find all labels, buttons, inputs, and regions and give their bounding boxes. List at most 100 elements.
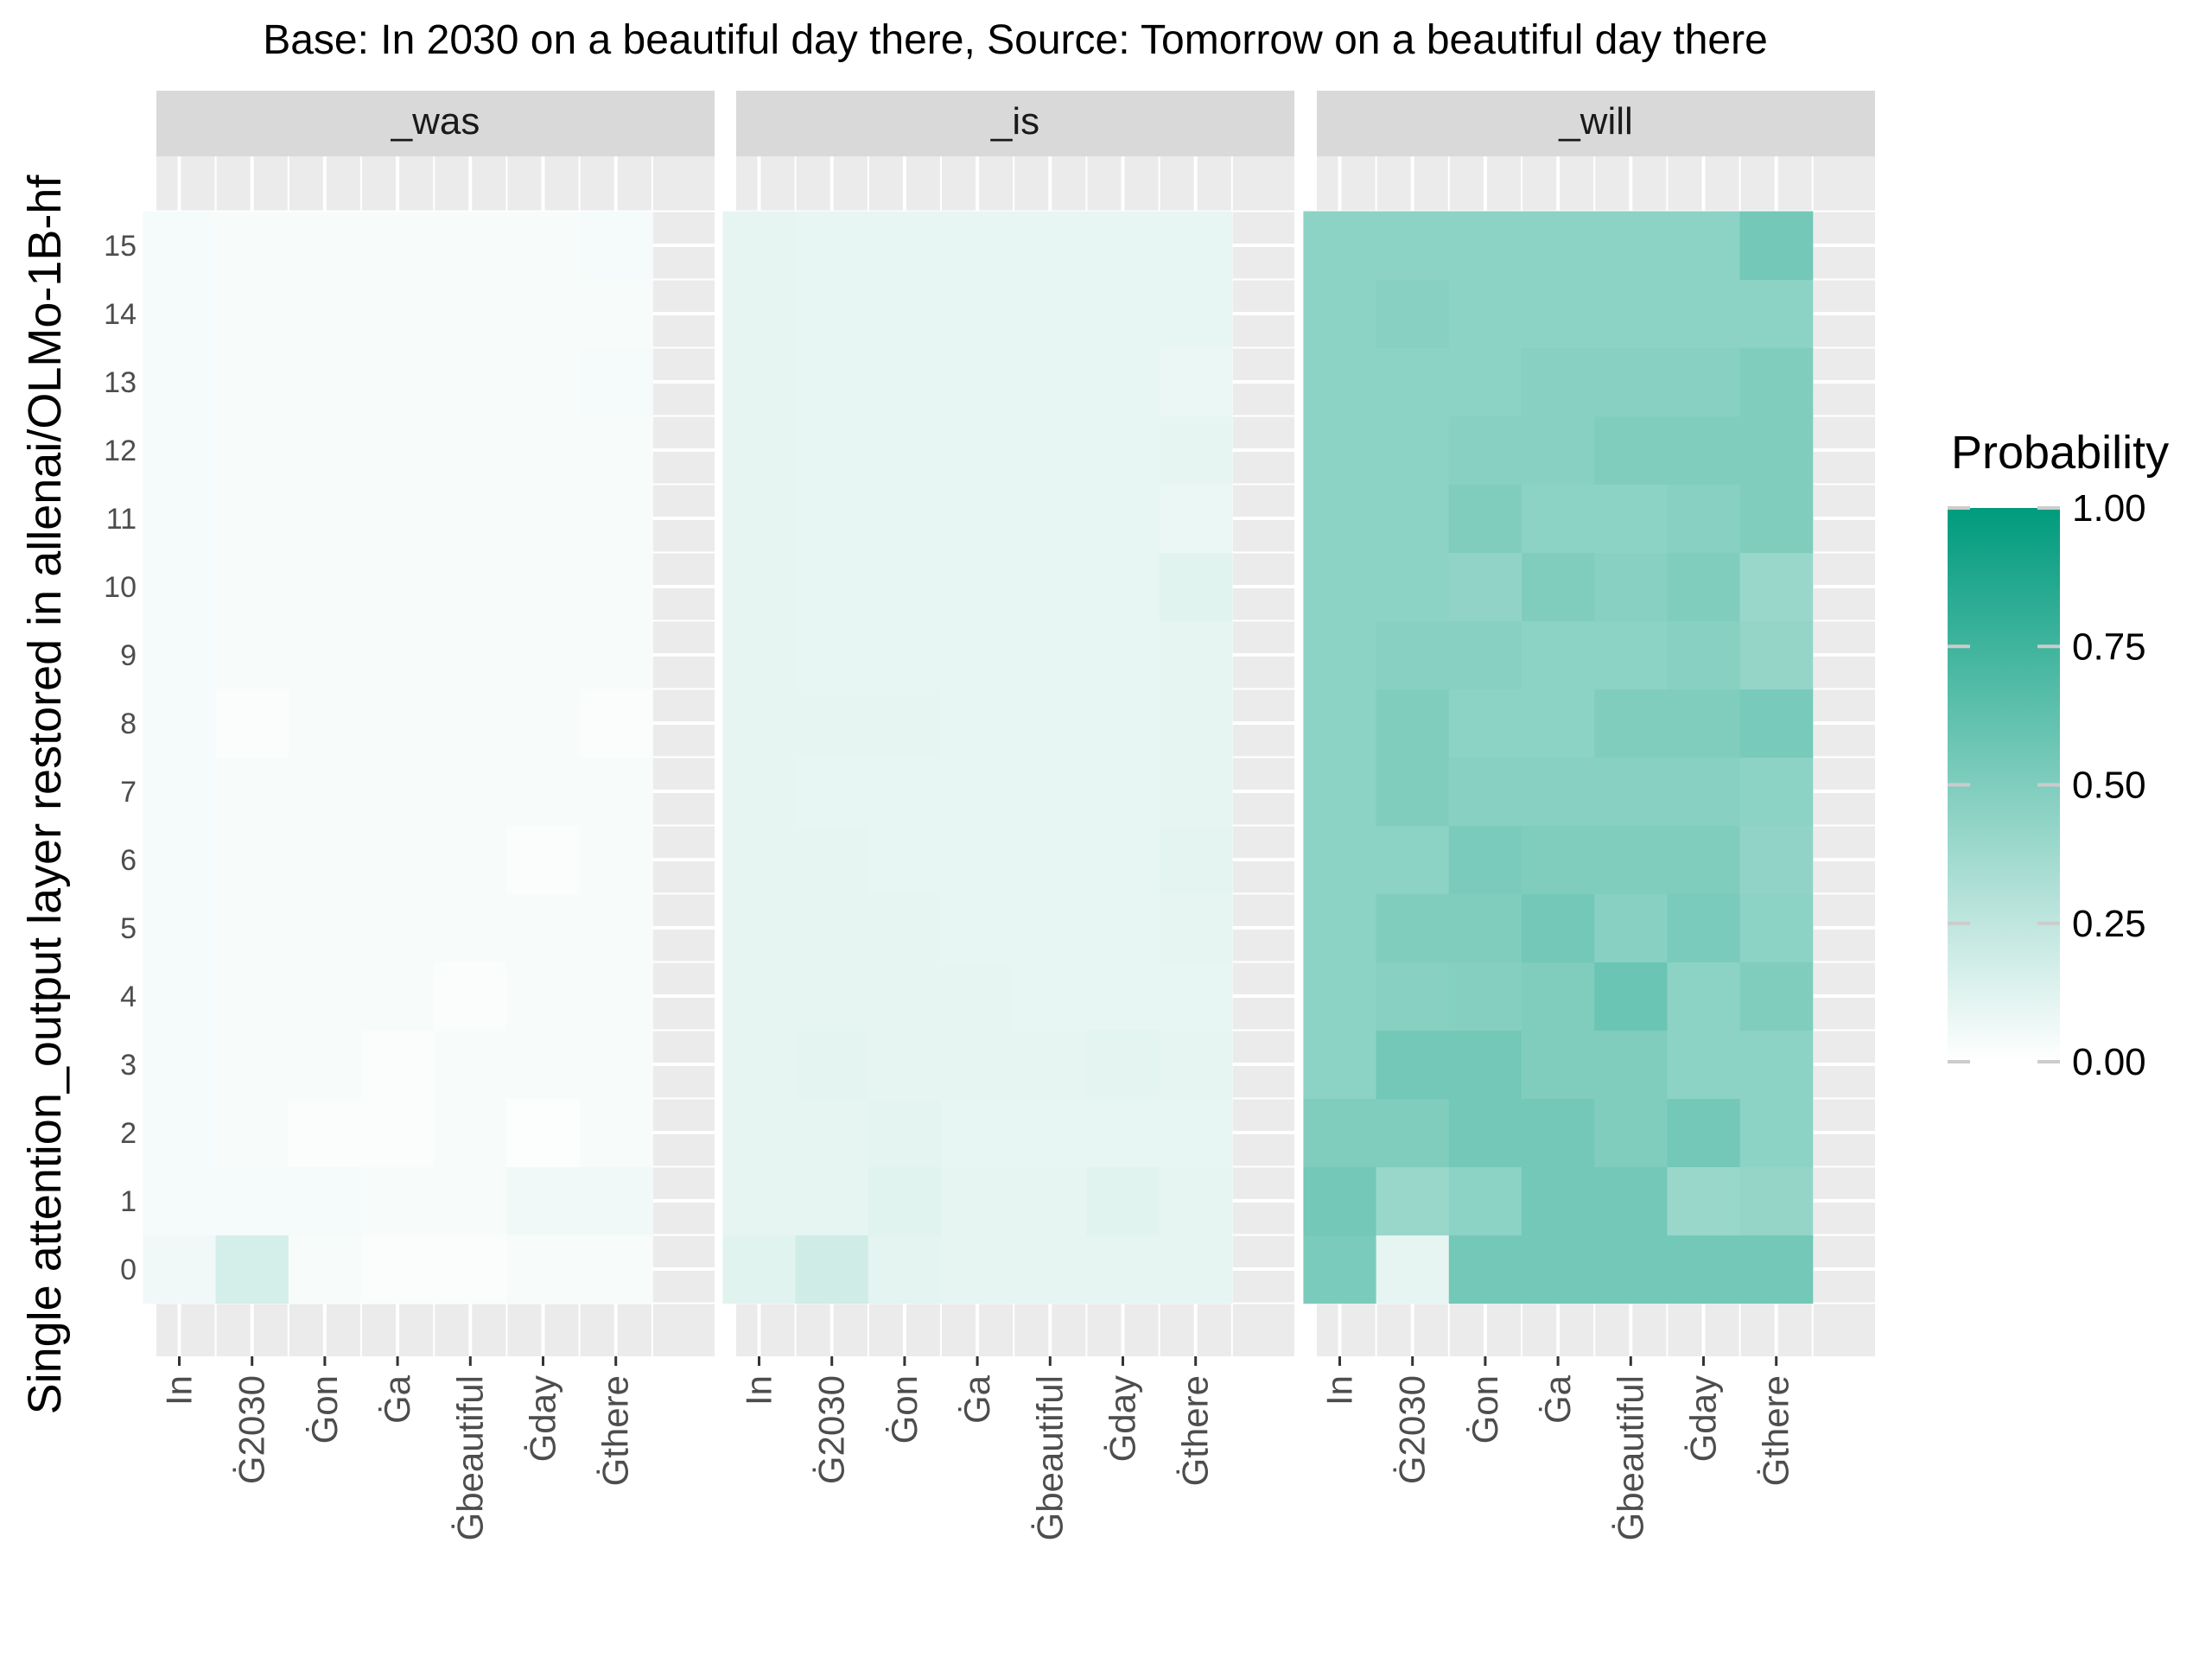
heatmap-cell — [1159, 279, 1233, 349]
heatmap-cell — [143, 552, 217, 622]
heatmap-cell — [1522, 825, 1595, 895]
facet-strip-label: _is — [990, 100, 1039, 143]
x-tick-label: In — [1319, 1375, 1360, 1406]
heatmap-cell — [868, 211, 942, 281]
facet-strip — [156, 91, 715, 156]
heatmap-cell — [288, 757, 362, 827]
heatmap-cell — [1014, 825, 1087, 895]
heatmap-cell — [434, 484, 507, 554]
heatmap-cell — [361, 962, 435, 1031]
heatmap-cell — [722, 825, 797, 895]
heatmap-cell — [1014, 962, 1087, 1031]
heatmap-cell — [868, 279, 942, 349]
heatmap-cell — [722, 552, 797, 622]
heatmap-cell — [722, 279, 797, 349]
heatmap-cell — [1086, 484, 1160, 554]
heatmap-cell — [506, 416, 581, 486]
x-tick-label: Ġday — [1103, 1375, 1143, 1462]
heatmap-cell — [1667, 620, 1741, 690]
heatmap-cell — [1739, 552, 1814, 622]
heatmap-cell — [1448, 279, 1522, 349]
heatmap-cell — [361, 689, 435, 759]
heatmap-cell — [1594, 962, 1668, 1031]
heatmap-cell — [1739, 416, 1814, 486]
heatmap-cell — [1086, 1030, 1160, 1100]
heatmap-cell — [434, 279, 507, 349]
heatmap-cell — [795, 962, 869, 1031]
x-tick-label: Ġbeautiful — [1610, 1375, 1650, 1540]
y-tick-label: 5 — [120, 912, 137, 945]
heatmap-cell — [288, 620, 362, 690]
x-tick-label: In — [159, 1375, 200, 1406]
heatmap-cell — [722, 416, 797, 486]
heatmap-cell — [288, 416, 362, 486]
heatmap-cell — [795, 1098, 869, 1168]
heatmap-cell — [579, 347, 653, 417]
x-tick-label: Ġ2030 — [1392, 1375, 1433, 1484]
heatmap-cell — [579, 416, 653, 486]
heatmap-cell — [1303, 416, 1377, 486]
heatmap-cell — [1086, 1235, 1160, 1304]
heatmap-cell — [1376, 1235, 1450, 1304]
heatmap-cell — [506, 825, 581, 895]
heatmap-cell — [795, 825, 869, 895]
heatmap-cell — [215, 689, 289, 759]
heatmap-cell — [1522, 1166, 1595, 1236]
heatmap-cell — [361, 620, 435, 690]
heatmap-cell — [1448, 893, 1522, 963]
y-axis-title: Single attention_output layer restored i… — [19, 175, 71, 1415]
heatmap-cell — [1739, 1030, 1814, 1100]
heatmap-cell — [288, 689, 362, 759]
x-tick-label: Ġa — [957, 1374, 997, 1424]
heatmap-cell — [941, 416, 1014, 486]
heatmap-cell — [1667, 211, 1741, 281]
heatmap-cell — [1376, 893, 1450, 963]
heatmap-cell — [1448, 689, 1522, 759]
heatmap-cell — [579, 1235, 653, 1304]
heatmap-cell — [868, 1235, 942, 1304]
y-tick-label: 0 — [120, 1254, 137, 1286]
heatmap-cell — [361, 825, 435, 895]
x-tick-label: Ġthere — [1756, 1375, 1796, 1486]
x-tick-label: Ġon — [1465, 1375, 1505, 1444]
heatmap-cell — [1014, 757, 1087, 827]
heatmap-cell — [579, 1030, 653, 1100]
heatmap-cell — [868, 416, 942, 486]
legend: Probability 0.00 0.25 0.50 0.75 1.00 — [1948, 427, 2169, 1083]
heatmap-cell — [1522, 279, 1595, 349]
heatmap-cell — [1739, 689, 1814, 759]
heatmap-cell — [1448, 211, 1522, 281]
heatmap-cell — [1086, 757, 1160, 827]
heatmap-cell — [1739, 757, 1814, 827]
heatmap-cell — [795, 279, 869, 349]
heatmap-cell — [1594, 1030, 1668, 1100]
heatmap-cell — [1522, 484, 1595, 554]
y-tick-label: 4 — [120, 981, 137, 1013]
heatmap-cell — [1303, 1166, 1377, 1236]
heatmap-cell — [1086, 689, 1160, 759]
heatmap-cell — [868, 484, 942, 554]
heatmap-cell — [1014, 1030, 1087, 1100]
legend-tick-label: 1.00 — [2072, 487, 2146, 530]
heatmap-cell — [795, 347, 869, 417]
heatmap-cell — [1739, 962, 1814, 1031]
x-tick-label: Ġ2030 — [232, 1375, 272, 1484]
heatmap-cell — [1303, 347, 1377, 417]
heatmap-cell — [1594, 1098, 1668, 1168]
heatmap-cell — [434, 1098, 507, 1168]
heatmap-cell — [434, 893, 507, 963]
x-tick-label: In — [739, 1375, 779, 1406]
heatmap-cell — [1303, 620, 1377, 690]
heatmap-cell — [868, 1166, 942, 1236]
heatmap-cell — [1376, 825, 1450, 895]
heatmap-cell — [795, 211, 869, 281]
heatmap-cell — [434, 825, 507, 895]
heatmap-cell — [1376, 1098, 1450, 1168]
heatmap-cell — [1594, 416, 1668, 486]
heatmap-cell — [868, 347, 942, 417]
heatmap-cell — [506, 689, 581, 759]
heatmap-cell — [506, 279, 581, 349]
heatmap-cell — [868, 757, 942, 827]
heatmap-cell — [1159, 757, 1233, 827]
